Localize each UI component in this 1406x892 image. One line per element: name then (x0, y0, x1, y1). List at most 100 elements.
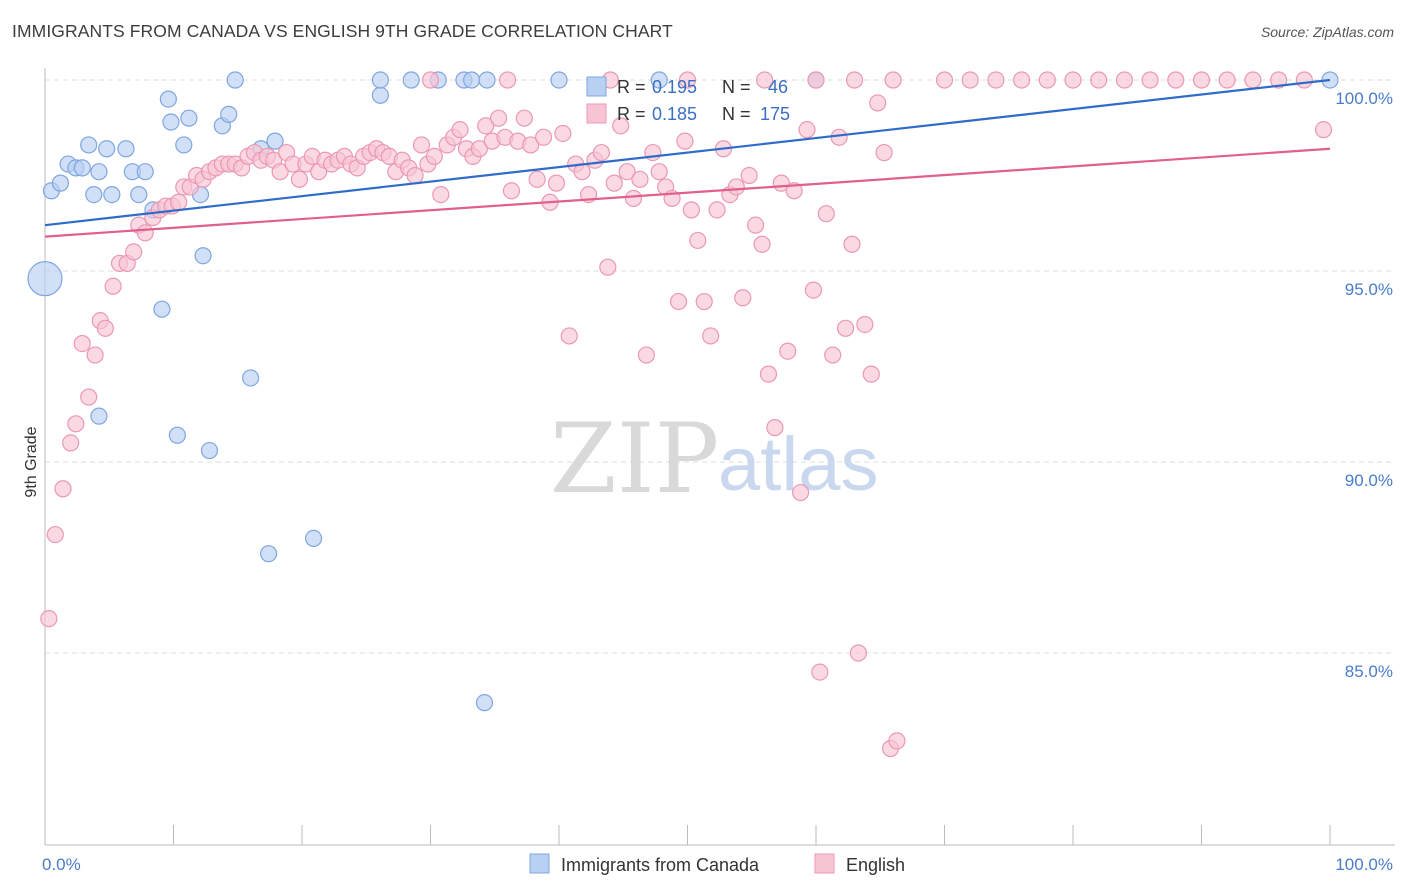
trend-line-english (44, 147, 1331, 238)
point-canada (98, 140, 116, 158)
bottom-legend-label-english: English (846, 855, 905, 875)
point-english (804, 281, 823, 299)
legend-n-label-canada: N = (722, 77, 751, 97)
y-tick-label: 90.0% (1345, 471, 1393, 490)
point-english (785, 182, 803, 200)
x-tick-label-start: 0.0% (42, 855, 81, 874)
point-canada (162, 113, 180, 131)
point-english (669, 292, 688, 311)
point-english (534, 128, 553, 146)
point-english (470, 140, 488, 158)
point-canada (175, 136, 193, 154)
x-tick-labels: 0.0% 100.0% (42, 855, 1393, 874)
point-english (86, 346, 104, 364)
legend-n-label-english: N = (722, 104, 751, 124)
point-english (689, 231, 707, 250)
point-english (884, 71, 902, 89)
point-english (682, 201, 700, 219)
point-canada (259, 545, 278, 563)
point-english (779, 342, 797, 360)
point-canada (51, 174, 70, 192)
point-english (67, 415, 85, 433)
point-english (1012, 71, 1031, 89)
point-canada (85, 186, 103, 204)
point-english (599, 258, 617, 276)
bottom-legend-swatch-english (814, 853, 835, 874)
point-english (708, 201, 726, 219)
point-canada (103, 186, 121, 204)
legend-r-label-english: R = (617, 104, 646, 124)
point-english (554, 124, 572, 143)
point-english (624, 189, 643, 208)
point-english (412, 136, 431, 154)
point-english (136, 224, 154, 242)
point-canada (130, 186, 148, 204)
point-english (753, 235, 771, 253)
point-english (451, 121, 469, 139)
point-english (1269, 71, 1288, 89)
point-canada (27, 261, 63, 297)
point-english (477, 117, 495, 135)
point-english (406, 166, 424, 185)
point-english (46, 525, 64, 544)
point-canada (90, 163, 108, 181)
point-canada (402, 71, 420, 89)
point-english (1115, 71, 1134, 89)
point-english (637, 346, 655, 364)
series-legend: Immigrants from Canada English (529, 853, 905, 875)
point-english (759, 365, 778, 383)
point-english (62, 434, 80, 452)
point-english (1295, 71, 1313, 89)
point-english (1314, 121, 1333, 139)
source-label: Source: ZipAtlas.com (1260, 24, 1394, 40)
point-english (747, 216, 765, 234)
point-english (695, 292, 713, 311)
point-english (702, 327, 720, 345)
point-english (421, 71, 440, 89)
point-english (1090, 71, 1108, 89)
trend-line-canada (44, 78, 1331, 227)
point-canada (194, 247, 212, 265)
point-english (271, 163, 289, 181)
point-canada (463, 71, 481, 89)
point-canada (371, 71, 389, 89)
point-english (935, 71, 954, 89)
point-english (170, 193, 188, 211)
legend-r-value-english: 0.185 (652, 104, 697, 124)
point-english (824, 346, 842, 364)
trend-layer (44, 78, 1331, 238)
point-english (817, 205, 835, 223)
point-english (605, 174, 623, 192)
point-english (856, 315, 874, 334)
point-canada (159, 90, 177, 108)
point-english (987, 71, 1005, 89)
point-english (798, 121, 816, 139)
point-canada (136, 163, 154, 181)
point-english (875, 143, 893, 162)
point-english (96, 319, 114, 337)
point-canada (168, 426, 186, 444)
point-english (791, 483, 810, 502)
point-canada (153, 300, 171, 318)
point-english (1167, 71, 1185, 89)
point-english (650, 163, 668, 181)
point-english (755, 71, 774, 89)
point-english (1141, 71, 1159, 89)
grid-lines (45, 79, 1395, 654)
point-english (499, 71, 517, 89)
chart-title: IMMIGRANTS FROM CANADA VS ENGLISH 9TH GR… (12, 21, 673, 41)
point-canada (475, 694, 494, 712)
point-english (678, 71, 697, 89)
point-english (528, 170, 546, 188)
point-english (734, 289, 752, 307)
point-canada (73, 159, 91, 177)
point-english (515, 109, 533, 127)
legend-r-value-canada: 0.195 (652, 77, 697, 97)
watermark-zip: ZIP (550, 403, 719, 515)
point-canada (266, 132, 284, 150)
legend-n-value-english: 175 (760, 104, 790, 124)
point-canada (180, 109, 198, 127)
legend-r-label-canada: R = (617, 77, 646, 97)
point-english (80, 388, 98, 406)
